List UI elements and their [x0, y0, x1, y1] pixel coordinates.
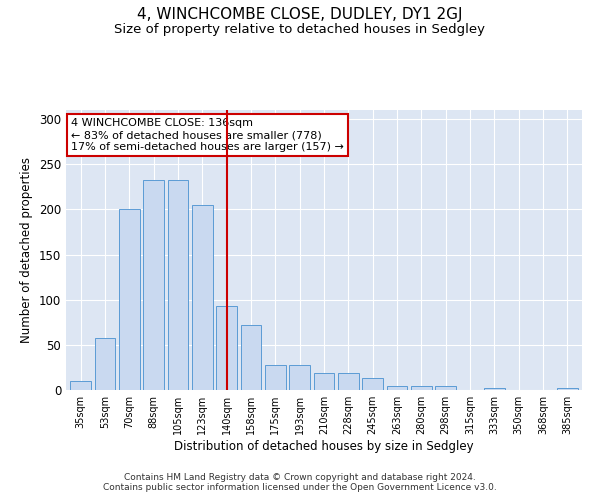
- Text: Size of property relative to detached houses in Sedgley: Size of property relative to detached ho…: [115, 22, 485, 36]
- Text: 4 WINCHCOMBE CLOSE: 136sqm
← 83% of detached houses are smaller (778)
17% of sem: 4 WINCHCOMBE CLOSE: 136sqm ← 83% of deta…: [71, 118, 344, 152]
- Bar: [289, 364, 310, 390]
- Bar: [557, 388, 578, 390]
- Bar: [192, 205, 212, 390]
- Bar: [119, 210, 140, 390]
- Bar: [338, 373, 359, 390]
- Bar: [167, 180, 188, 390]
- Bar: [216, 306, 237, 390]
- X-axis label: Distribution of detached houses by size in Sedgley: Distribution of detached houses by size …: [174, 440, 474, 453]
- Y-axis label: Number of detached properties: Number of detached properties: [20, 157, 34, 343]
- Text: Contains HM Land Registry data © Crown copyright and database right 2024.
Contai: Contains HM Land Registry data © Crown c…: [103, 473, 497, 492]
- Text: 4, WINCHCOMBE CLOSE, DUDLEY, DY1 2GJ: 4, WINCHCOMBE CLOSE, DUDLEY, DY1 2GJ: [137, 8, 463, 22]
- Bar: [484, 388, 505, 390]
- Bar: [95, 338, 115, 390]
- Bar: [314, 373, 334, 390]
- Bar: [265, 364, 286, 390]
- Bar: [411, 386, 432, 390]
- Bar: [436, 386, 456, 390]
- Bar: [70, 381, 91, 390]
- Bar: [241, 325, 262, 390]
- Bar: [386, 386, 407, 390]
- Bar: [362, 378, 383, 390]
- Bar: [143, 180, 164, 390]
